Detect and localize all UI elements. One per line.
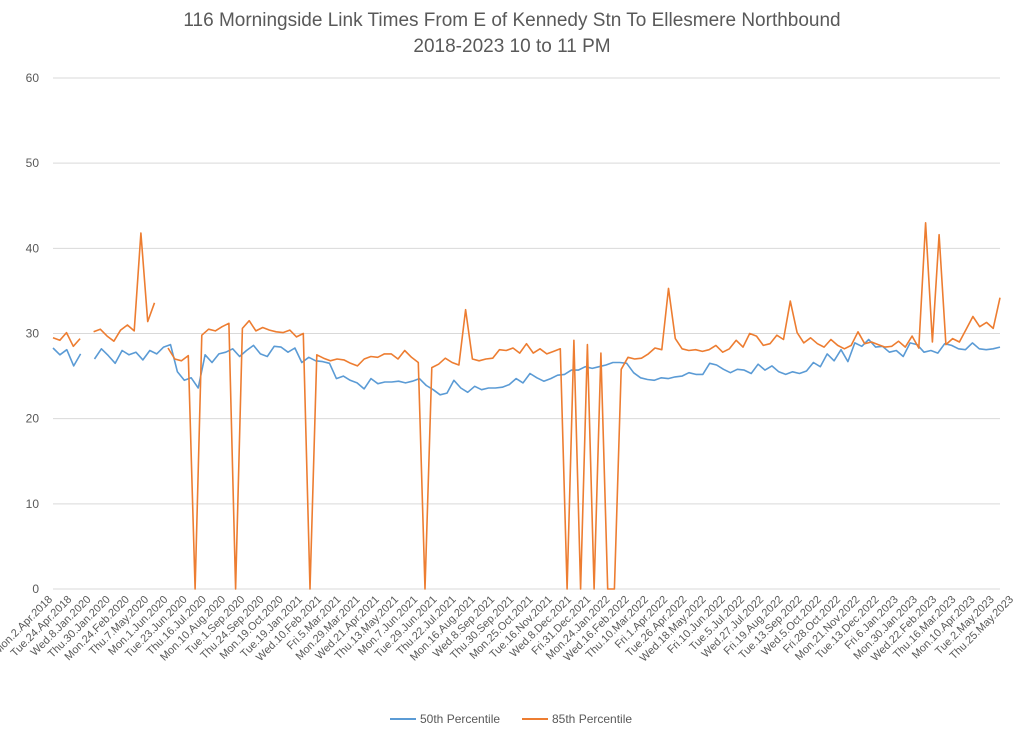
y-tick-label: 60 (26, 71, 40, 85)
y-tick-label: 40 (26, 241, 40, 255)
y-tick-label: 20 (26, 412, 40, 426)
y-tick-label: 50 (26, 156, 40, 170)
chart-subtitle: 2018-2023 10 to 11 PM (413, 36, 611, 57)
series-line-85th-percentile (52, 222, 1001, 590)
y-tick-label: 10 (26, 497, 40, 511)
chart-title: 116 Morningside Link Times From E of Ken… (183, 10, 841, 31)
y-tick-label: 0 (32, 582, 39, 596)
legend-label: 50th Percentile (420, 712, 500, 726)
series-line-50th-percentile (52, 338, 1001, 396)
y-tick-label: 30 (26, 327, 40, 341)
legend-label: 85th Percentile (552, 712, 632, 726)
